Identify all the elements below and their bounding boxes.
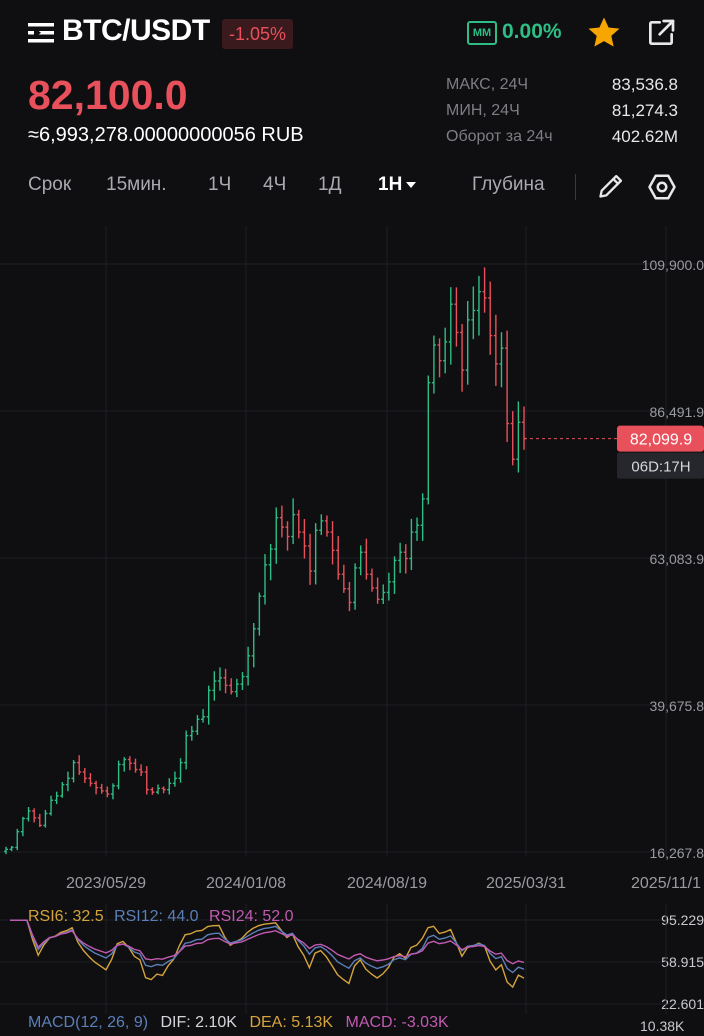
- stats-panel: МАКС, 24Ч 83,536.8 МИН, 24Ч 81,274.3 Обо…: [446, 72, 678, 150]
- mm-badge[interactable]: MM: [467, 21, 497, 45]
- x-axis-label: 2025/11/1: [631, 875, 701, 892]
- rsi24-line: [10, 919, 525, 965]
- rsi12-label: RSI12: 44.0: [114, 908, 199, 925]
- y-axis-label: 109,900.0: [642, 257, 704, 273]
- macd-title: MACD(12, 26, 9): [28, 1014, 149, 1031]
- y-axis-label: 86,491.9: [650, 404, 704, 420]
- chevron-down-icon: [406, 181, 417, 188]
- rsi6-line: [10, 919, 525, 989]
- last-price-tag-text: 82,099.9: [630, 432, 692, 449]
- stat-low: МИН, 24Ч 81,274.3: [446, 98, 678, 124]
- macd-legend: MACD(12, 26, 9) DIF: 2.10K DEA: 5.13K MA…: [28, 1014, 457, 1032]
- stat-turnover-value: 402.62M: [611, 127, 678, 146]
- last-price: 82,100.0: [28, 72, 188, 118]
- macd-value: MACD: -3.03K: [345, 1014, 449, 1031]
- y-axis-label: 39,675.8: [650, 698, 704, 714]
- macd-dif: DIF: 2.10K: [160, 1014, 237, 1031]
- gear-icon[interactable]: [647, 172, 677, 202]
- last-price-tag: [617, 425, 704, 452]
- rsi-axis-label: 22.601: [661, 996, 704, 1012]
- stat-high-label: МАКС, 24Ч: [446, 76, 529, 93]
- y-axis-label: 63,083.9: [650, 551, 704, 567]
- rsi-axis-label: 95.229: [661, 912, 704, 928]
- tab-1w-label: 1Н: [378, 174, 403, 195]
- rsi24-label: RSI24: 52.0: [209, 908, 294, 925]
- rsi-chart[interactable]: 95.229 58.915 22.601: [0, 904, 704, 1014]
- tab-term[interactable]: Срок: [28, 174, 72, 195]
- tab-1h[interactable]: 1Ч: [208, 174, 232, 195]
- mm-value: 0.00%: [502, 20, 562, 43]
- rsi-legend: RSI6: 32.5 RSI12: 44.0 RSI24: 52.0: [28, 908, 300, 926]
- star-icon[interactable]: [585, 14, 623, 52]
- x-axis-label: 2024/01/08: [206, 875, 286, 892]
- rsi12-line: [10, 919, 525, 974]
- tab-4h[interactable]: 4Ч: [263, 174, 287, 195]
- stat-high-value: 83,536.8: [611, 75, 678, 94]
- change-badge: -1.05%: [222, 19, 294, 49]
- pencil-icon[interactable]: [597, 172, 625, 200]
- menu-icon[interactable]: [28, 22, 54, 44]
- x-axis-label: 2023/05/29: [66, 875, 146, 892]
- rsi-axis-label: 58.915: [661, 954, 704, 970]
- x-axis-label: 2025/03/31: [486, 875, 566, 892]
- stat-high: МАКС, 24Ч 83,536.8: [446, 72, 678, 98]
- macd-tick: 10.38K: [640, 1018, 685, 1034]
- interval-tabs: Срок 15мин. 1Ч 4Ч 1Д 1Н Глубина: [0, 166, 704, 206]
- price-chart[interactable]: 109,900.0 86,491.9 63,083.9 39,675.8 16,267.…: [0, 226, 704, 906]
- y-axis-label: 16,267.8: [650, 845, 704, 861]
- tab-1w[interactable]: 1Н: [378, 174, 417, 196]
- countdown-tag-text: 06D:17H: [631, 459, 690, 476]
- stat-turnover: Оборот за 24ч 402.62M: [446, 124, 678, 150]
- stat-turnover-label: Оборот за 24ч: [446, 128, 553, 145]
- header-bar: BTC/USDT -1.05% MM 0.00%: [0, 0, 704, 70]
- countdown-tag: [617, 452, 704, 479]
- x-axis-label: 2024/08/19: [347, 875, 427, 892]
- tab-depth[interactable]: Глубина: [472, 174, 545, 195]
- stat-low-value: 81,274.3: [611, 101, 678, 120]
- macd-dea: DEA: 5.13K: [249, 1014, 334, 1031]
- stat-low-label: МИН, 24Ч: [446, 102, 520, 119]
- pair-title[interactable]: BTC/USDT: [62, 14, 210, 47]
- rsi6-label: RSI6: 32.5: [28, 908, 104, 925]
- tab-divider: [575, 174, 576, 200]
- share-icon[interactable]: [645, 17, 677, 49]
- tab-15m[interactable]: 15мин.: [106, 174, 167, 195]
- rub-price: ≈6,993,278.00000000056 RUB: [28, 124, 304, 146]
- tab-1d[interactable]: 1Д: [318, 174, 342, 195]
